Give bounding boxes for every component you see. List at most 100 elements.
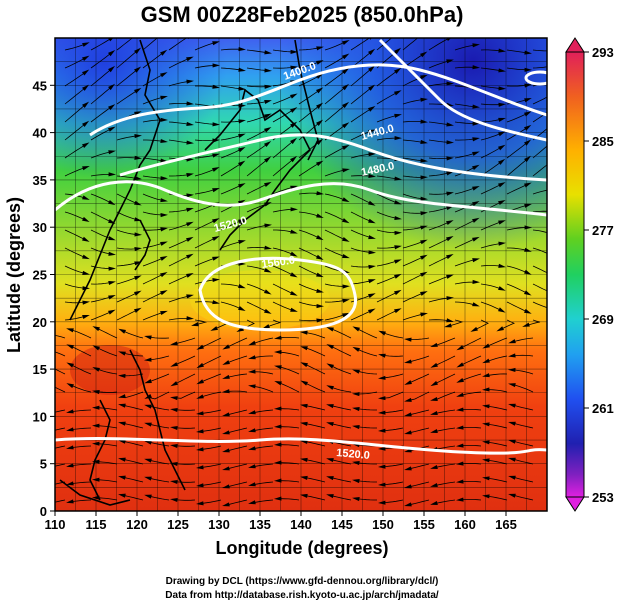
streamline-arrowhead <box>92 405 100 410</box>
x-tick-label: 160 <box>454 517 476 532</box>
streamline-arrowhead <box>160 138 168 144</box>
streamline-arrowhead <box>342 168 350 173</box>
streamline-arrowhead <box>524 182 532 188</box>
streamline-arrowhead <box>248 369 256 374</box>
streamline <box>428 83 451 87</box>
streamline-arrowhead <box>212 256 220 261</box>
streamline-arrowhead <box>160 310 168 316</box>
streamline <box>376 193 399 204</box>
streamline-arrowhead <box>524 67 532 72</box>
streamline-arrowhead <box>368 218 376 224</box>
coastlines <box>59 39 319 506</box>
streamline <box>69 329 92 339</box>
streamline-arrowhead <box>524 98 532 103</box>
streamline <box>329 494 352 501</box>
streamline <box>480 49 503 52</box>
streamline <box>95 327 118 339</box>
streamline-arrowhead <box>482 458 490 463</box>
streamline-arrowhead <box>508 383 516 388</box>
streamline-arrowhead <box>404 380 412 385</box>
streamline <box>402 75 425 87</box>
streamline-arrowhead <box>170 381 178 387</box>
streamline <box>507 247 529 252</box>
streamline <box>459 409 482 411</box>
streamline-arrowhead <box>378 396 386 401</box>
contour-label: 1560.0 <box>261 254 296 271</box>
streamline <box>64 229 87 241</box>
streamline <box>402 193 425 200</box>
streamline-arrowhead <box>368 152 376 157</box>
streamline-arrowhead <box>394 245 402 250</box>
streamline-arrowhead <box>82 101 90 108</box>
streamline-arrowhead <box>498 144 506 151</box>
streamline <box>485 389 508 393</box>
colorbar-label: 253 <box>592 490 614 505</box>
streamline <box>350 86 373 105</box>
streamline-arrowhead <box>66 463 74 468</box>
streamline <box>246 283 269 294</box>
streamline <box>147 495 170 501</box>
streamline <box>168 121 191 125</box>
streamline <box>194 219 217 231</box>
streamline <box>90 106 113 123</box>
streamline <box>407 481 430 488</box>
streamline-arrowhead <box>108 38 114 42</box>
streamline-arrowhead <box>316 160 324 167</box>
streamline-arrowhead <box>482 373 490 378</box>
streamline <box>173 463 196 465</box>
streamline-arrowhead <box>550 120 557 126</box>
streamline <box>454 187 477 195</box>
streamline-arrowhead <box>508 403 516 408</box>
streamline-arrowhead <box>368 48 376 56</box>
streamline <box>147 477 170 483</box>
streamline <box>95 479 118 483</box>
streamline-arrowhead <box>326 404 334 409</box>
warm-patch <box>70 345 150 395</box>
streamline-arrowhead <box>196 465 204 470</box>
streamline-arrowhead <box>342 298 350 303</box>
streamline-arrowhead <box>446 156 454 161</box>
streamline-arrowhead <box>160 95 168 100</box>
streamline-arrowhead <box>472 164 480 171</box>
streamline-arrowhead <box>82 270 90 275</box>
streamline <box>147 441 170 447</box>
streamline <box>381 463 404 468</box>
y-tick-label: 15 <box>33 362 47 377</box>
streamline-arrowhead <box>352 425 360 430</box>
streamline-arrowhead <box>550 253 558 258</box>
streamline-arrowhead <box>508 493 516 498</box>
streamline-arrowhead <box>482 387 490 392</box>
streamline <box>303 495 326 501</box>
streamline-arrowhead <box>212 167 220 172</box>
streamline-arrowhead <box>274 380 282 386</box>
streamline-arrowhead <box>290 49 298 54</box>
streamline <box>454 281 476 285</box>
streamline-arrowhead <box>170 396 178 401</box>
streamline-arrowhead <box>482 343 490 349</box>
streamline-arrowhead <box>186 173 194 178</box>
streamline <box>532 49 547 52</box>
streamline-arrowhead <box>108 50 116 57</box>
streamline-arrowhead <box>300 439 308 444</box>
streamline <box>147 336 170 339</box>
streamline <box>69 499 92 503</box>
streamline <box>506 227 529 231</box>
contour-label: 1520.0 <box>336 447 371 462</box>
streamline <box>376 229 399 234</box>
streamline <box>55 368 66 375</box>
streamline-arrowhead <box>264 245 272 250</box>
streamline <box>402 121 425 123</box>
streamline-arrowhead <box>248 340 256 346</box>
streamline <box>90 52 113 69</box>
streamline <box>532 66 547 69</box>
streamline <box>298 121 321 141</box>
streamline <box>532 96 547 105</box>
streamline-arrowhead <box>134 290 142 296</box>
coastline-japan-korea <box>204 88 311 251</box>
streamline <box>173 355 196 366</box>
streamline <box>272 301 295 312</box>
streamline-arrowhead <box>290 229 298 234</box>
streamline-arrowhead <box>368 84 376 91</box>
streamline-arrowhead <box>66 328 74 333</box>
